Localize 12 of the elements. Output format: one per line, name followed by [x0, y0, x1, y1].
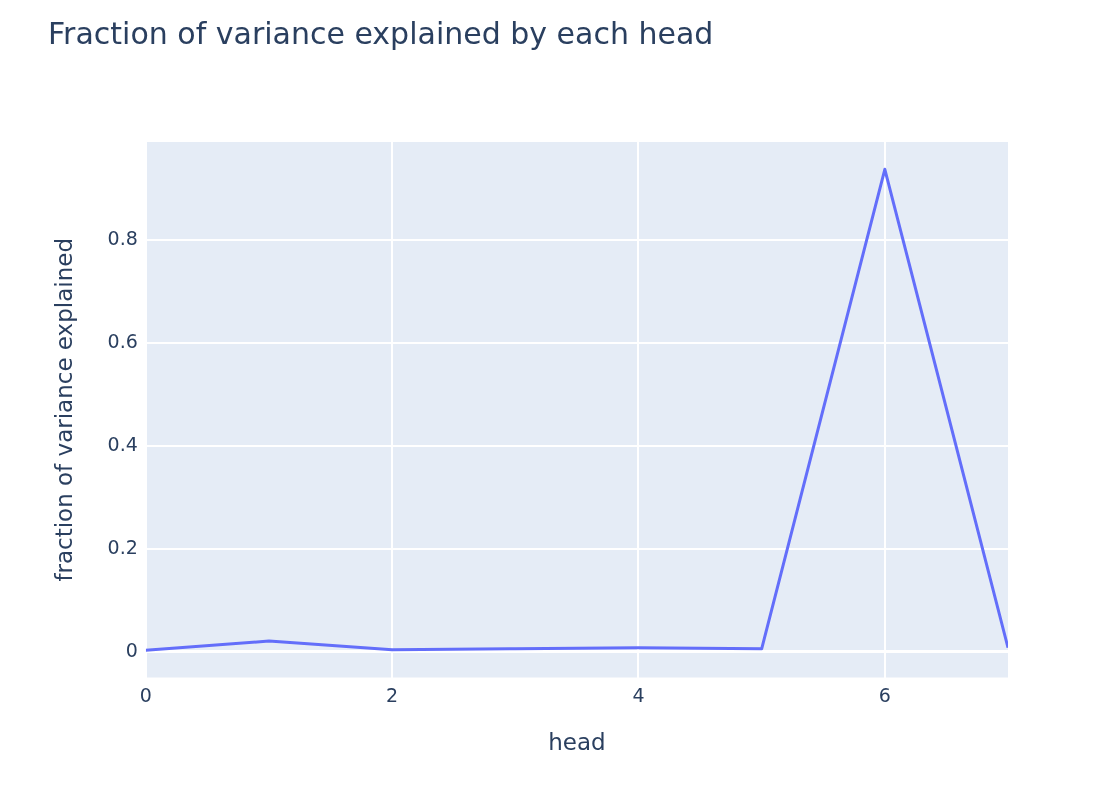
- y-tick-label: 0.6: [107, 329, 138, 352]
- x-tick-label: 0: [139, 683, 152, 706]
- y-tick-label: 0: [125, 638, 138, 661]
- chart-title: Fraction of variance explained by each head: [48, 15, 714, 51]
- x-tick-label: 2: [386, 683, 399, 706]
- x-tick-label: 4: [632, 683, 645, 706]
- x-tick-label: 6: [878, 683, 891, 706]
- x-axis-title: head: [548, 729, 606, 756]
- y-tick-label: 0.8: [107, 226, 138, 249]
- y-axis-title: fraction of variance explained: [50, 237, 77, 582]
- y-tick-label: 0.4: [107, 432, 138, 455]
- y-tick-label: 0.2: [107, 535, 138, 558]
